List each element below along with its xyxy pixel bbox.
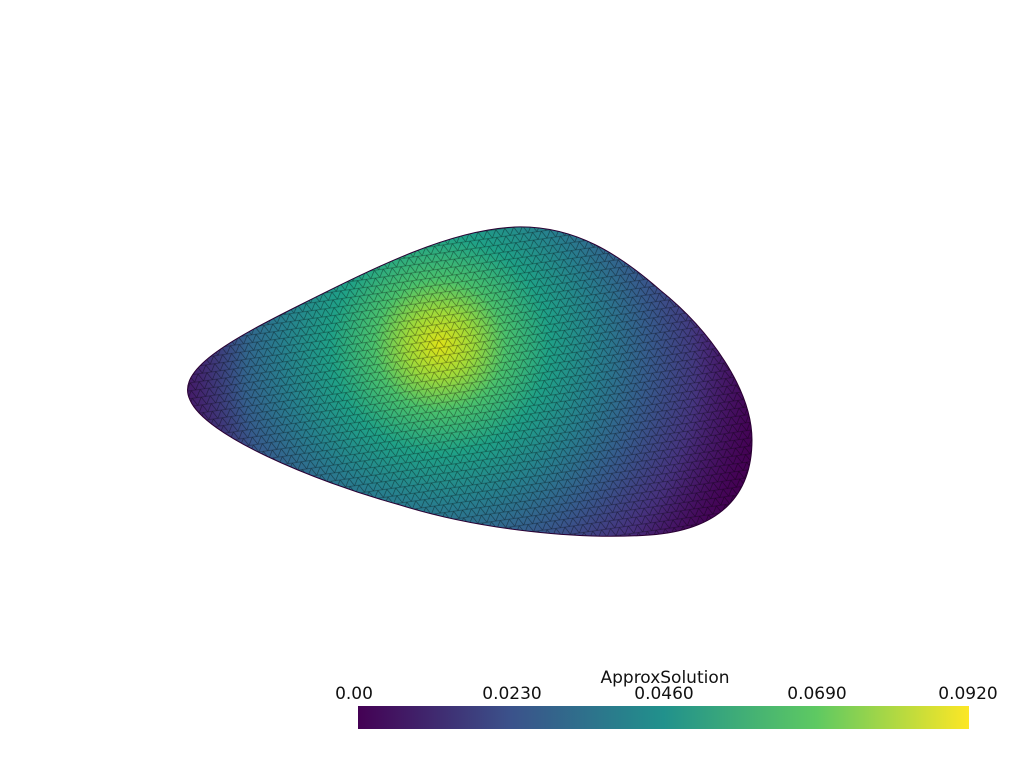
surface-outline (187, 226, 753, 537)
triangle-mesh-edges (187, 226, 752, 537)
mesh-surface (187, 226, 753, 537)
